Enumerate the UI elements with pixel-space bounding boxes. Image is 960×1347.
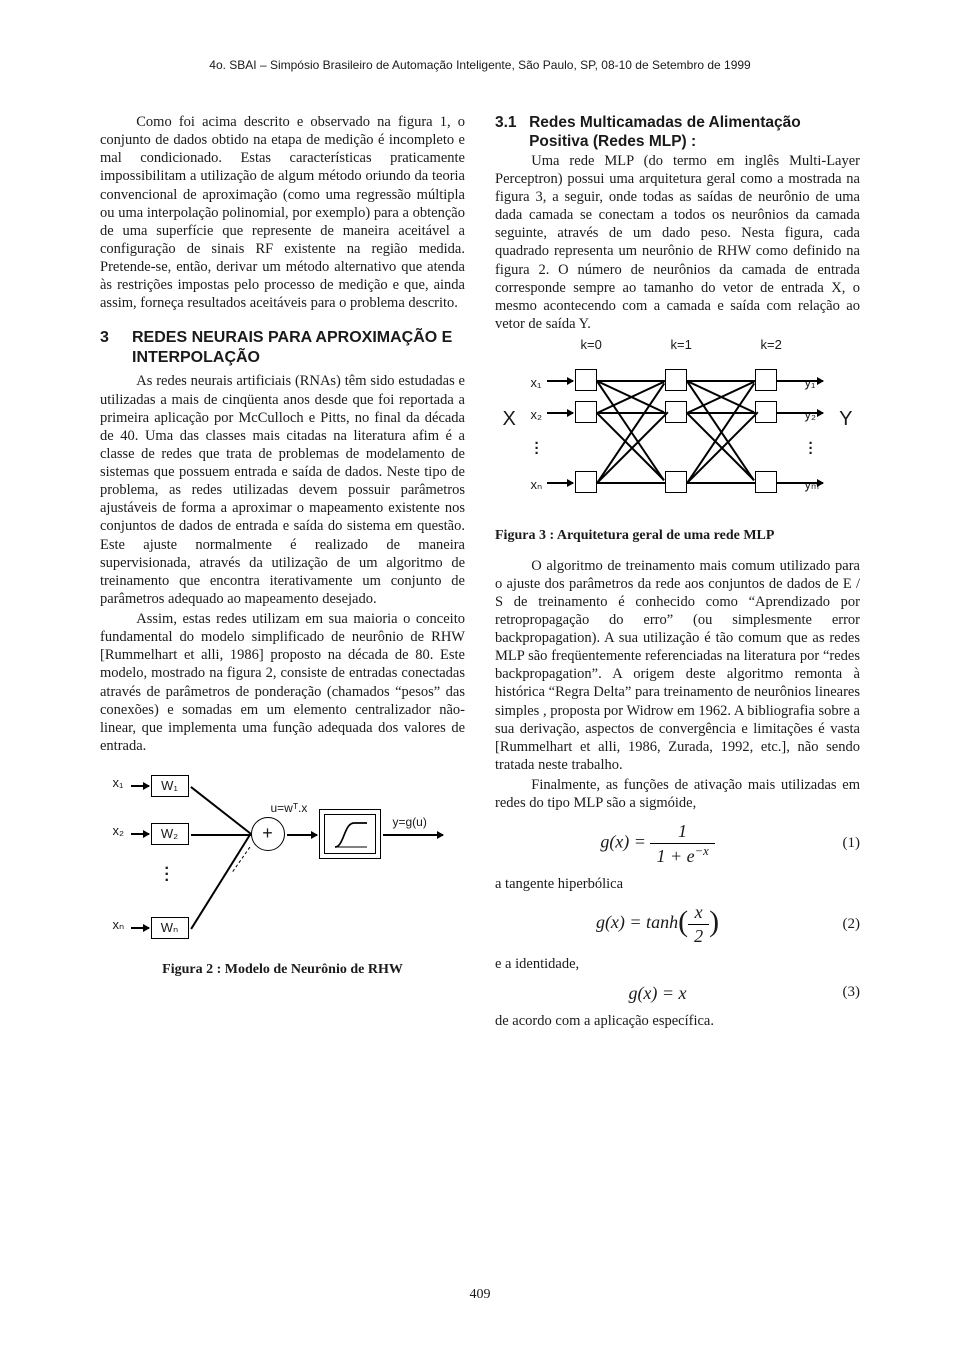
subsection-3-1-heading: 3.1 Redes Multicamadas de Alimentação Po… xyxy=(495,113,860,152)
fig3-k0-label: k=0 xyxy=(581,337,602,353)
right-para-id: e a identidade, xyxy=(495,955,860,973)
right-para-2: O algoritmo de treinamento mais comum ut… xyxy=(495,557,860,775)
sigmoid-icon xyxy=(334,820,368,850)
fig2-link xyxy=(191,834,253,836)
fig2-wn-box: Wₙ xyxy=(151,917,189,939)
page-number: 409 xyxy=(0,1286,960,1304)
running-header: 4o. SBAI – Simpósio Brasileiro de Automa… xyxy=(100,58,860,73)
right-para-tanh: a tangente hiperbólica xyxy=(495,875,860,893)
right-para-last: de acordo com a aplicação específica. xyxy=(495,1012,860,1030)
section-3-number: 3 xyxy=(100,328,132,368)
fig3-dots: ··· xyxy=(535,441,540,456)
fig2-x2-label: x₂ xyxy=(113,823,125,839)
fig2-activation-box xyxy=(319,809,381,859)
fig3-node xyxy=(575,369,597,391)
fig2-arrow xyxy=(383,834,443,836)
figure-3-caption: Figura 3 : Arquitetura geral de uma rede… xyxy=(495,527,860,545)
fig3-edge xyxy=(597,380,665,382)
fig2-sum-node: + xyxy=(251,817,285,851)
fig2-arrow xyxy=(131,927,149,929)
fig3-node xyxy=(755,369,777,391)
equation-2: g(x) = tanh( x 2 ) (2) xyxy=(495,901,860,947)
right-column: 3.1 Redes Multicamadas de Alimentação Po… xyxy=(495,113,860,1032)
left-column: Como foi acima descrito e observado na f… xyxy=(100,113,465,1032)
fig3-arrow xyxy=(777,380,823,382)
fig3-k1-label: k=1 xyxy=(671,337,692,353)
fig2-arrow xyxy=(131,833,149,835)
fig3-k2-label: k=2 xyxy=(761,337,782,353)
eq1-den-pre: 1 + e xyxy=(656,846,694,866)
fig2-x1-label: x₁ xyxy=(113,775,124,791)
fig2-link xyxy=(190,786,253,835)
fig2-arrow xyxy=(287,834,317,836)
fig3-x1: x₁ xyxy=(531,375,542,391)
left-para-1: Como foi acima descrito e observado na f… xyxy=(100,113,465,312)
figure-2-neuron-diagram: x₁ x₂ xₙ W₁ W₂ Wₙ ··· + u=wᵀ.x xyxy=(113,771,453,951)
fig3-edge xyxy=(597,412,665,414)
figure-2-caption: Figura 2 : Modelo de Neurônio de RHW xyxy=(100,961,465,979)
fig3-node xyxy=(575,471,597,493)
fig3-edge xyxy=(687,380,755,382)
fig3-node xyxy=(755,471,777,493)
fig2-w2-box: W₂ xyxy=(151,823,189,845)
fig3-y1: y₁ xyxy=(805,375,816,391)
fig3-node xyxy=(665,471,687,493)
fig2-link xyxy=(190,835,250,929)
eq1-lhs: g(x) = xyxy=(600,832,646,852)
fig3-arrow xyxy=(547,412,573,414)
section-3-title: REDES NEURAIS PARA APROXIMAÇÃO E INTERPO… xyxy=(132,328,465,368)
fig2-xn-label: xₙ xyxy=(113,917,125,933)
fig3-edge xyxy=(687,412,755,414)
eq2-tag: (2) xyxy=(820,915,860,934)
eq1-tag: (1) xyxy=(820,834,860,853)
fig2-dots: ··· xyxy=(165,866,170,884)
eq1-den-exp: −x xyxy=(695,844,709,858)
eq2-pre: g(x) = tanh xyxy=(596,913,678,933)
fig3-dots: ··· xyxy=(809,441,814,456)
equation-1: g(x) = 1 1 + e−x (1) xyxy=(495,820,860,867)
fig3-big-x: X xyxy=(503,407,516,432)
eq1-num: 1 xyxy=(650,820,714,844)
fig2-u-label: u=wᵀ.x xyxy=(271,801,308,816)
fig3-arrow xyxy=(777,482,823,484)
fig3-edge xyxy=(597,482,665,484)
fig3-node xyxy=(575,401,597,423)
fig3-big-y: Y xyxy=(839,407,852,432)
fig3-edge xyxy=(687,482,755,484)
two-column-layout: Como foi acima descrito e observado na f… xyxy=(100,113,860,1032)
fig3-y2: y₂ xyxy=(805,407,817,423)
fig3-arrow xyxy=(777,412,823,414)
fig3-arrow xyxy=(547,380,573,382)
eq3-body: g(x) = x xyxy=(495,982,820,1005)
subsection-3-1-title: Redes Multicamadas de Alimentação Positi… xyxy=(529,113,860,152)
right-para-1: Uma rede MLP (do termo em inglês Multi-L… xyxy=(495,152,860,333)
eq3-tag: (3) xyxy=(820,983,860,1002)
fig3-node xyxy=(665,369,687,391)
fig2-arrow xyxy=(131,785,149,787)
fig3-xn: xₙ xyxy=(531,477,543,493)
equation-3: g(x) = x (3) xyxy=(495,982,860,1005)
right-para-activation-lead: Finalmente, as funções de ativação mais … xyxy=(495,776,860,812)
section-3-heading: 3 REDES NEURAIS PARA APROXIMAÇÃO E INTER… xyxy=(100,328,465,368)
eq2-top: x xyxy=(688,901,709,925)
fig2-y-label: y=g(u) xyxy=(393,815,427,830)
fig3-x2: x₂ xyxy=(531,407,543,423)
fig3-arrow xyxy=(547,482,573,484)
figure-3-mlp-diagram: k=0 k=1 k=2 X Y x₁ x₂ xₙ ··· y₁ y₂ yₘ ··… xyxy=(503,337,853,517)
left-para-2: As redes neurais artificiais (RNAs) têm … xyxy=(100,372,465,608)
eq2-bot: 2 xyxy=(688,925,709,948)
subsection-3-1-number: 3.1 xyxy=(495,113,529,152)
fig2-w1-box: W₁ xyxy=(151,775,189,797)
left-para-3: Assim, estas redes utilizam em sua maior… xyxy=(100,610,465,755)
